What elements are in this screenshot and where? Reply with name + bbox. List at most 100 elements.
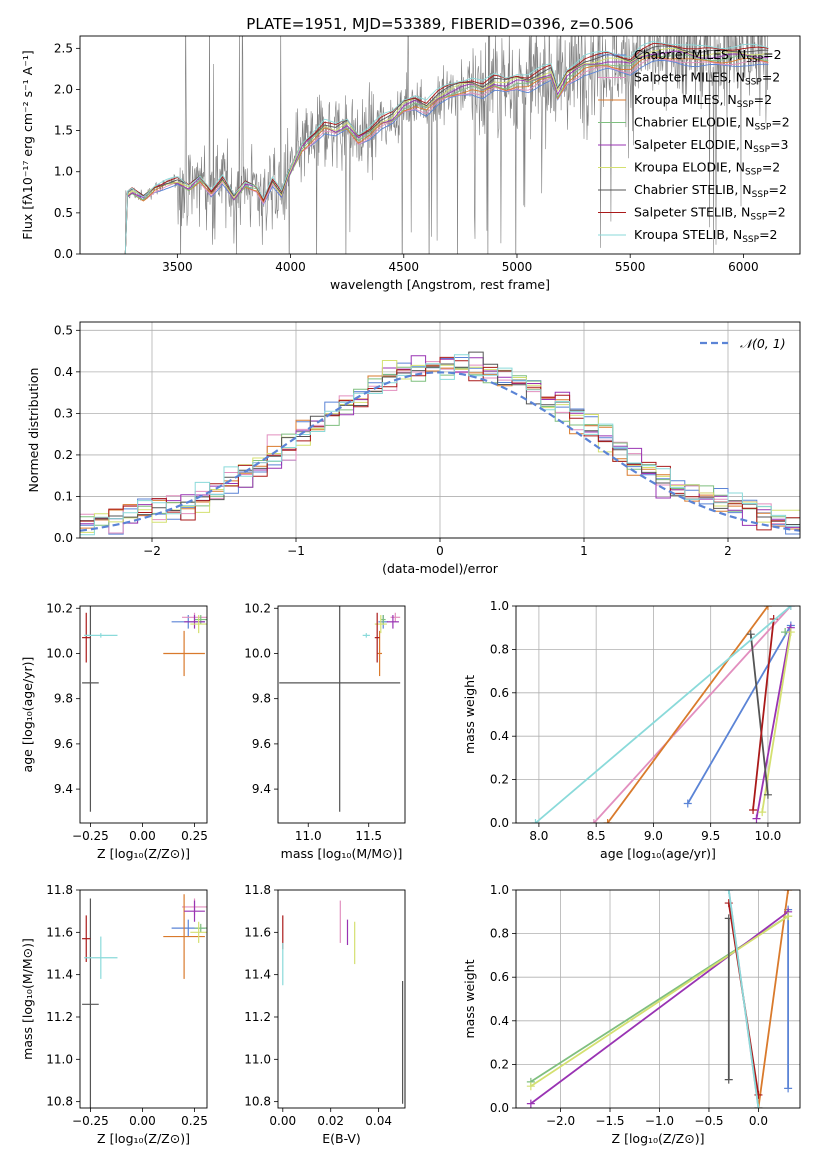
model-line-kroupa-elodie — [124, 47, 769, 254]
x-tick-label: 9.0 — [644, 829, 663, 843]
legend-label: Kroupa MILES, NSSP=2 — [634, 92, 772, 110]
x-tick-label: −2.0 — [546, 1114, 575, 1128]
y-tick-label: 0.6 — [490, 686, 509, 700]
weight-marker — [724, 890, 733, 894]
spectrum-axes: 3500 4000 4500 5000 5500 6000 0.0 0.5 1.0 1.5 2.0 2… — [20, 35, 801, 292]
y-tick-label: 10.0 — [46, 646, 73, 660]
weight-marker — [763, 606, 772, 610]
mass-weight-vs-z-axes: −2.0 −1.5 −1.0 −0.5 0.0 0.0 0.2 0.4 0.6 0.8 1.0 Z [… — [462, 883, 801, 1146]
y-tick-label: 0.2 — [490, 773, 509, 787]
weight-marker — [531, 819, 540, 823]
mass-weight-vs-z-plot-area — [526, 890, 793, 1108]
x-axis-label: (data-model)/error — [382, 561, 499, 576]
age-vs-mass-plot-area — [279, 606, 401, 812]
x-axis-label: Z [log₁₀(Z/Z⊙)] — [97, 846, 190, 861]
weight-line-chabrier-stelib — [749, 634, 769, 795]
x-axis-label: Z [log₁₀(Z/Z⊙)] — [612, 1131, 705, 1146]
y-axis-label: Normed distribution — [26, 368, 41, 493]
y-tick-label: 11.0 — [46, 1052, 73, 1066]
weight-line-kroupa-stelib — [534, 606, 792, 823]
y-axis-label: mass weight — [462, 959, 477, 1038]
y-tick-label: 0.4 — [490, 1014, 509, 1028]
y-tick-label: 0.0 — [54, 247, 73, 261]
y-tick-label: 11.8 — [46, 883, 73, 897]
weight-line-kroupa-miles — [757, 890, 789, 1108]
x-axis-label: Z [log₁₀(Z/Z⊙)] — [97, 1131, 190, 1146]
x-tick-label: 4000 — [275, 260, 306, 274]
mass-vs-z-frame — [79, 889, 208, 1109]
y-tick-label: 0.0 — [490, 1101, 509, 1115]
y-tick-label: 11.0 — [244, 1052, 271, 1066]
x-tick-label: 4500 — [389, 260, 420, 274]
weight-line-kroupa-elodie — [530, 915, 789, 1087]
x-tick-label: 11.0 — [295, 829, 322, 843]
y-tick-label: 0.3 — [54, 406, 73, 420]
weight-marker — [603, 819, 612, 823]
legend-label: Chabrier MILES, NSSP=2 — [634, 47, 782, 65]
weight-line-kroupa-stelib — [727, 890, 760, 1108]
x-axis-label: age [log₁₀(age/yr)] — [600, 846, 716, 861]
y-tick-label: 11.6 — [244, 925, 271, 939]
x-tick-label: 5000 — [502, 260, 533, 274]
y-tick-label: 9.8 — [54, 692, 73, 706]
weight-marker — [784, 890, 793, 894]
mass-vs-ebv-plot-area — [282, 900, 404, 1104]
weight-line-kroupa-miles — [606, 606, 769, 823]
y-tick-label: 11.8 — [244, 883, 271, 897]
y-tick-label: 1.0 — [54, 165, 73, 179]
x-tick-label: 0.0 — [749, 1114, 768, 1128]
y-tick-label: 1.5 — [54, 124, 73, 138]
weight-marker — [752, 814, 761, 823]
y-tick-label: 11.4 — [46, 968, 73, 982]
y-axis-label: Flux [fλ10⁻¹⁷ erg cm⁻² s⁻¹ A⁻¹] — [20, 50, 35, 239]
y-tick-label: 10.0 — [244, 646, 271, 660]
x-tick-label: −1.0 — [645, 1114, 674, 1128]
x-tick-label: 0.00 — [269, 1114, 296, 1128]
y-tick-label: 0.0 — [54, 531, 73, 545]
y-tick-label: 2.5 — [54, 41, 73, 55]
model-line-kroupa-stelib — [124, 41, 769, 254]
x-tick-label: 0.25 — [181, 1114, 208, 1128]
spectrum-plot-area — [124, 36, 769, 254]
mass-weight-vs-age-axes: 8.0 8.5 9.0 9.5 10.0 0.0 0.2 0.4 0.6 0.8 1.0 age [l… — [462, 599, 801, 861]
y-axis-label: age [log₁₀(age/yr)] — [20, 657, 35, 773]
x-tick-label: −0.5 — [694, 1114, 723, 1128]
x-tick-label: 5500 — [615, 260, 646, 274]
y-tick-label: 0.4 — [490, 729, 509, 743]
x-tick-label: −2 — [143, 544, 161, 558]
y-tick-label: 0.1 — [54, 489, 73, 503]
histogram-legend: 𝒩(0, 1) — [700, 336, 786, 351]
y-tick-label: 0.0 — [490, 816, 509, 830]
y-tick-label: 0.2 — [54, 448, 73, 462]
y-tick-label: 10.2 — [244, 601, 271, 615]
y-tick-label: 9.6 — [252, 737, 271, 751]
y-tick-label: 11.2 — [46, 1010, 73, 1024]
x-tick-label: 8.0 — [529, 829, 548, 843]
x-tick-label: 0.00 — [129, 829, 156, 843]
age-vs-mass-axes: 11.0 11.5 9.4 9.6 9.8 10.0 10.2 mass [log₁₀(M/M… — [244, 601, 406, 861]
y-tick-label: 2.0 — [54, 82, 73, 96]
y-tick-label: 0.2 — [490, 1057, 509, 1071]
weight-line-salpeter-miles — [593, 606, 792, 823]
y-tick-label: 9.4 — [252, 782, 271, 796]
x-axis-label: E(B-V) — [322, 1131, 361, 1146]
x-tick-label: 0.02 — [317, 1114, 344, 1128]
residual-histogram-axes: −2 −1 0 1 2 0.0 0.1 0.2 0.3 0.4 0.5 (data-model)/er… — [26, 321, 801, 576]
x-tick-label: −0.25 — [72, 1114, 109, 1128]
y-tick-label: 0.4 — [54, 365, 73, 379]
hist-salpeter-stelib — [80, 356, 800, 531]
weight-marker — [784, 912, 793, 921]
x-tick-label: 6000 — [728, 260, 759, 274]
weight-marker — [526, 1099, 535, 1108]
x-tick-label: −1 — [287, 544, 305, 558]
x-tick-label: 8.5 — [587, 829, 606, 843]
y-tick-label: 0.6 — [490, 970, 509, 984]
weight-marker — [724, 1075, 733, 1084]
weight-marker — [786, 606, 795, 610]
age-vs-z-frame — [79, 605, 208, 824]
weight-marker — [749, 805, 758, 814]
weight-marker — [763, 790, 772, 799]
y-tick-label: 11.2 — [244, 1010, 271, 1024]
x-tick-label: −0.25 — [72, 829, 109, 843]
mass-vs-z-plot-area — [82, 894, 207, 1108]
